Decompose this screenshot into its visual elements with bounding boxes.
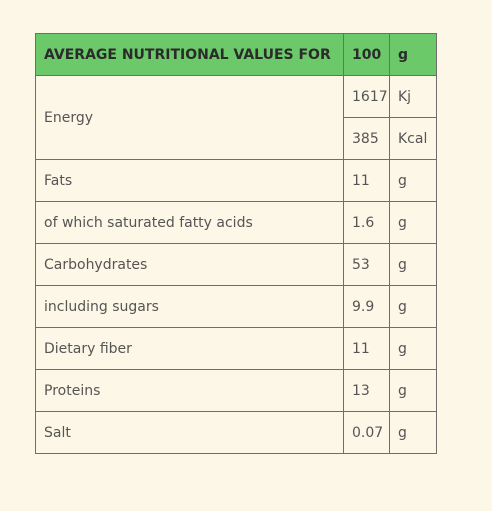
unit-cell: g (389, 201, 437, 244)
label-cell: Proteins (35, 369, 344, 412)
label-cell: Carbohydrates (35, 243, 344, 286)
header-cell: AVERAGE NUTRITIONAL VALUES FOR (35, 33, 344, 76)
value-cell: 1.6 (343, 201, 390, 244)
label-cell: including sugars (35, 285, 344, 328)
unit-cell: g (389, 243, 437, 286)
header-cell: 100 (343, 33, 390, 76)
label-cell: Fats (35, 159, 344, 202)
unit-cell: Kj (389, 75, 437, 118)
header-cell: g (389, 33, 437, 76)
row: Salt 0.07 g (35, 411, 437, 454)
value-cell: 385 (343, 117, 390, 160)
row: including sugars 9.9 g (35, 285, 437, 328)
label-cell: Energy (35, 75, 344, 160)
table-body: Energy 1617 Kj 385 Kcal Fats 11 g of which … (35, 75, 437, 454)
label-cell: of which saturated fatty acids (35, 201, 344, 244)
unit-cell: g (389, 411, 437, 454)
value-cell: 11 (343, 327, 390, 370)
value-cell: 11 (343, 159, 390, 202)
row: 385 Kcal (36, 117, 437, 160)
unit-cell: g (389, 369, 437, 412)
unit-cell: g (389, 159, 437, 202)
row: Fats 11 g (35, 159, 437, 202)
unit-cell: g (389, 327, 437, 370)
unit-cell: g (389, 285, 437, 328)
row: Proteins 13 g (35, 369, 437, 412)
nutrition-table: AVERAGE NUTRITIONAL VALUES FOR 100 g Ene… (35, 33, 437, 454)
row: of which saturated fatty acids 1.6 g (35, 201, 437, 244)
value-cell: 53 (343, 243, 390, 286)
unit-cell: Kcal (389, 117, 437, 160)
label-cell: Salt (35, 411, 344, 454)
value-cell: 9.9 (343, 285, 390, 328)
row: Carbohydrates 53 g (35, 243, 437, 286)
value-cell: 1617 (343, 75, 390, 118)
row: Energy 1617 Kj (35, 75, 437, 160)
header-row: AVERAGE NUTRITIONAL VALUES FOR 100 g (35, 33, 437, 76)
value-cell: 0.07 (343, 411, 390, 454)
row: Dietary fiber 11 g (35, 327, 437, 370)
value-cell: 13 (343, 369, 390, 412)
label-cell: Dietary fiber (35, 327, 344, 370)
